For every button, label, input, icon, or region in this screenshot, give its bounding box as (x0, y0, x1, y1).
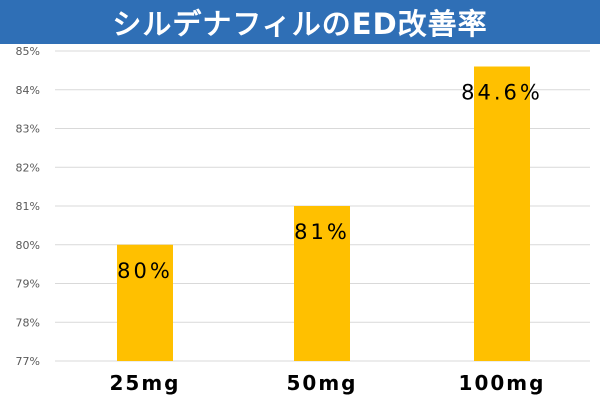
y-tick-label: 81% (16, 200, 40, 213)
y-tick-label: 77% (16, 355, 40, 368)
chart-title: シルデナフィルのED改善率 (112, 7, 488, 41)
y-tick-label: 80% (16, 239, 40, 252)
bar-25mg (117, 244, 173, 361)
y-tick-label: 84% (16, 84, 40, 97)
data-label: 84.6% (461, 81, 543, 105)
y-axis-ticks: 77% 78% 79% 80% 81% 82% 83% 84% 85% (16, 45, 40, 368)
data-label: 80% (117, 259, 173, 283)
y-tick-label: 85% (16, 45, 40, 58)
y-tick-label: 83% (16, 123, 40, 136)
x-tick-label: 100mg (459, 371, 546, 395)
x-axis-ticks: 25mg 50mg 100mg (110, 371, 546, 395)
x-tick-label: 50mg (287, 371, 358, 395)
y-tick-label: 78% (16, 316, 40, 329)
data-labels: 80% 81% 84.6% (117, 81, 543, 283)
bar-100mg (474, 66, 530, 361)
y-tick-label: 82% (16, 161, 40, 174)
x-tick-label: 25mg (110, 371, 181, 395)
data-label: 81% (294, 220, 350, 244)
y-tick-label: 79% (16, 278, 40, 291)
bar-50mg (294, 206, 350, 361)
bars (117, 66, 530, 361)
title-bar: シルデナフィルのED改善率 (0, 0, 600, 44)
